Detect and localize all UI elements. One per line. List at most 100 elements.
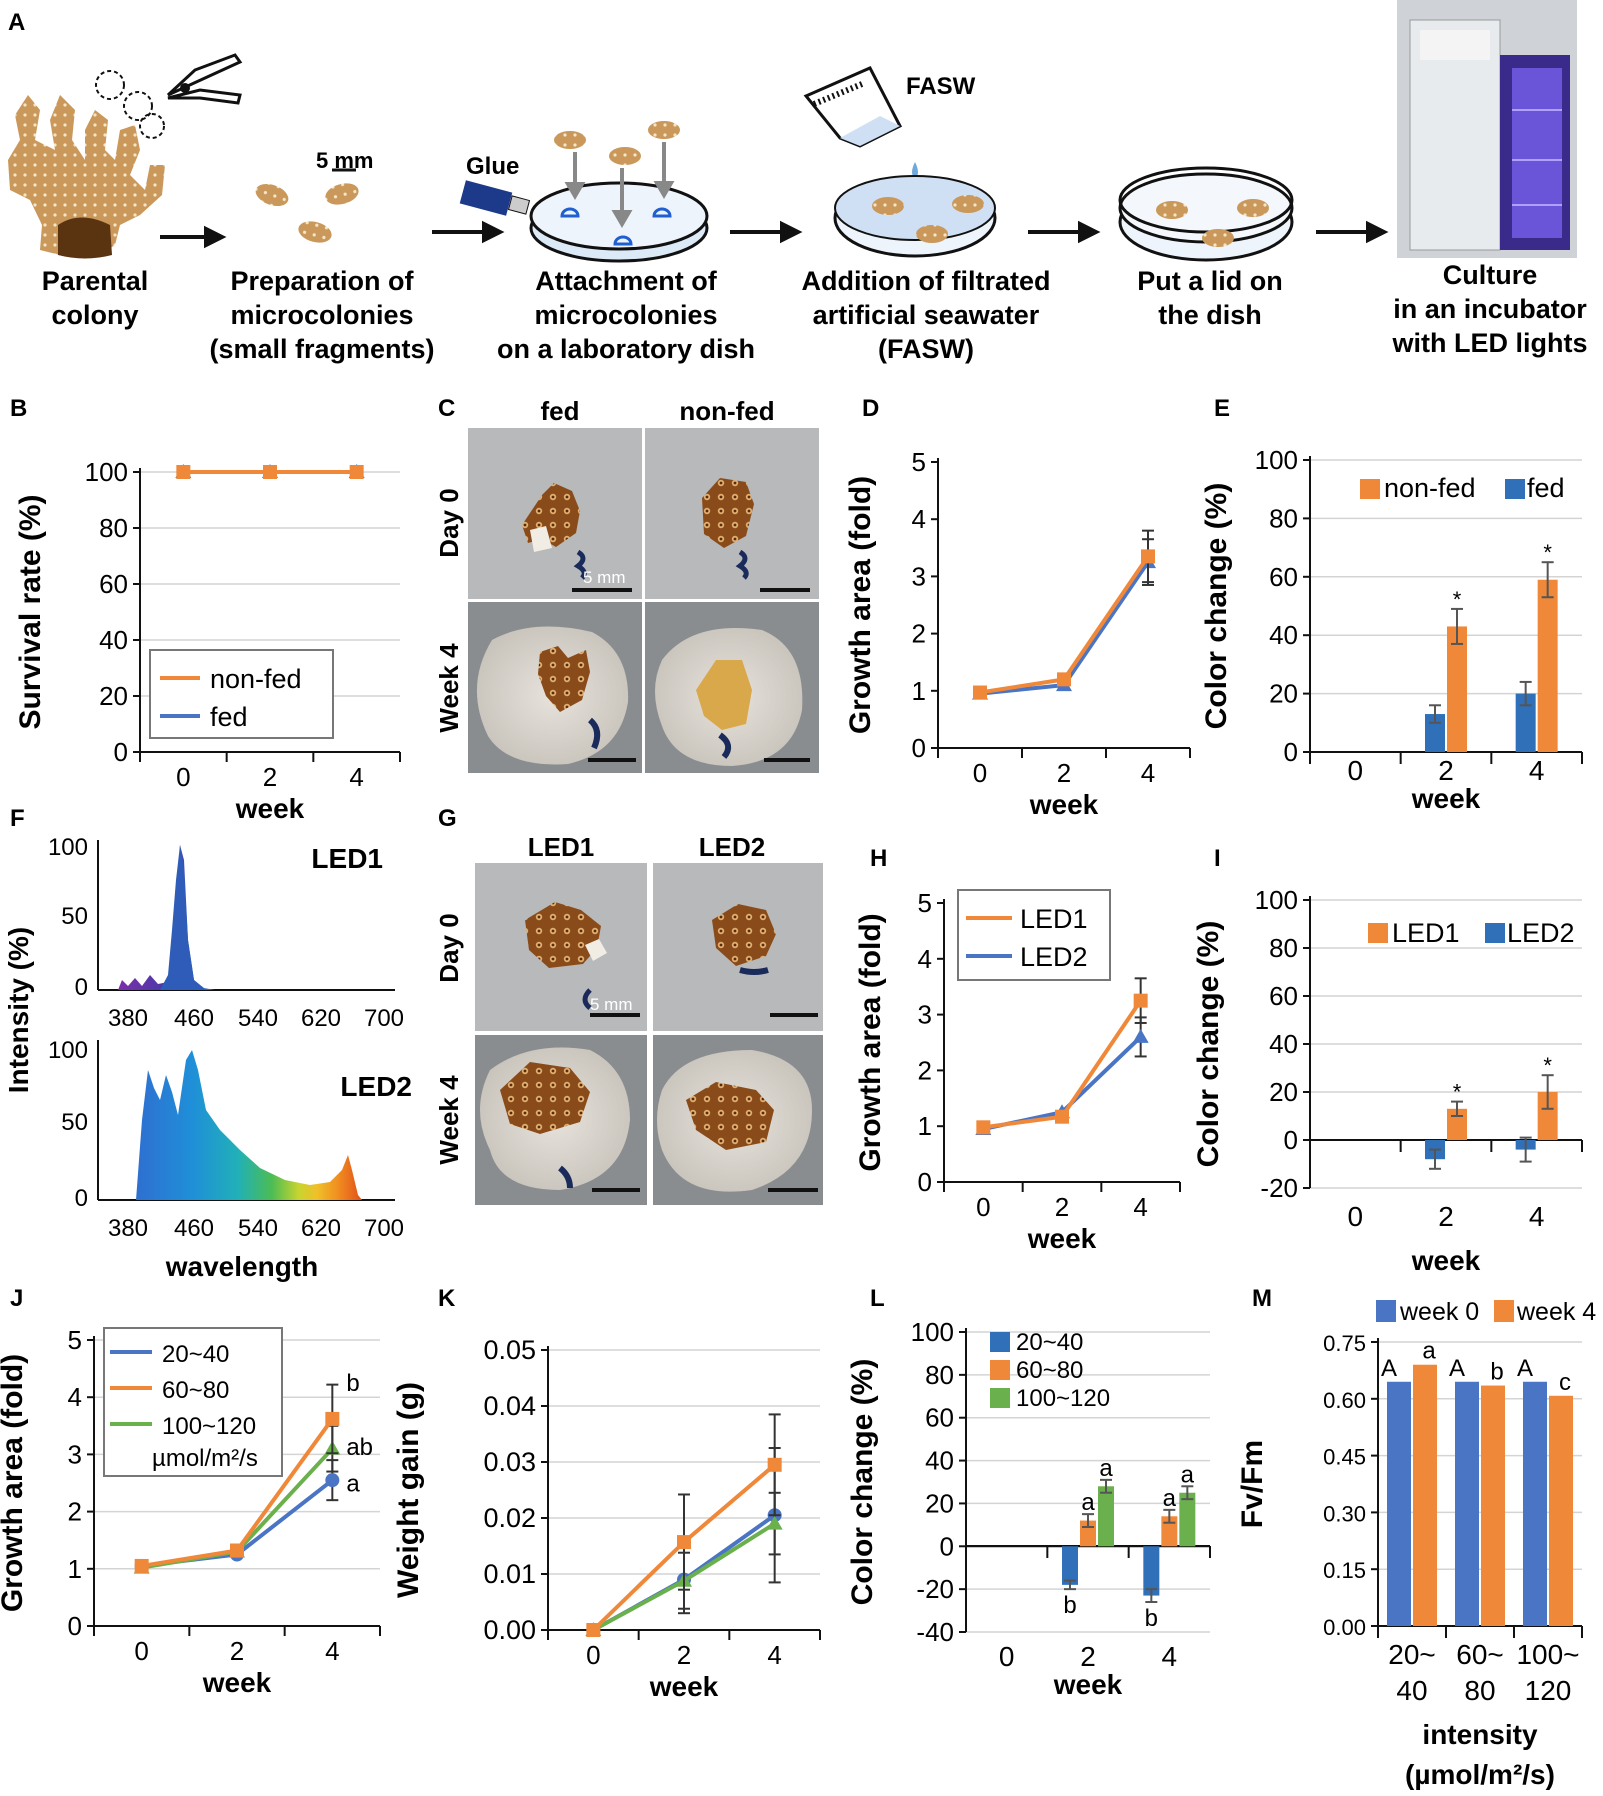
x-tick-label: 2 bbox=[1080, 1641, 1096, 1672]
x-tick-label: 100~ bbox=[1516, 1639, 1579, 1670]
x-tick: 700 bbox=[364, 1005, 404, 1032]
x-tick-label: 2 bbox=[263, 762, 277, 792]
data-point bbox=[1057, 672, 1071, 687]
legend-swatch bbox=[1368, 923, 1388, 943]
row-label: Day 0 bbox=[434, 488, 464, 557]
y-axis-title: Growth area (fold) bbox=[0, 1354, 29, 1612]
significance-letter: b bbox=[1490, 1359, 1503, 1386]
y-tick-label: 3 bbox=[918, 1000, 932, 1030]
y-tick-label: 1 bbox=[68, 1554, 82, 1584]
bar bbox=[1098, 1486, 1114, 1547]
legend-swatch bbox=[1376, 1300, 1396, 1322]
panel-letter: C bbox=[438, 395, 455, 422]
x-axis-title: week bbox=[1411, 1245, 1481, 1276]
step-label: Culture bbox=[1443, 260, 1538, 290]
panel-letter: D bbox=[862, 395, 879, 422]
microcolony-fragments bbox=[255, 168, 359, 243]
scale-label: 5 mm bbox=[583, 568, 626, 587]
step-label: artificial seawater bbox=[813, 300, 1040, 330]
x-axis-title: week bbox=[1029, 789, 1099, 820]
step-label: microcolonies bbox=[230, 300, 413, 330]
bar bbox=[1515, 693, 1536, 752]
step-label: (FASW) bbox=[878, 334, 974, 364]
panel-letter: M bbox=[1252, 1285, 1272, 1312]
x-tick-label: 40 bbox=[1396, 1675, 1427, 1706]
series-line bbox=[979, 555, 1150, 695]
panel-letter: A bbox=[8, 9, 25, 36]
photo-nonfed-week4 bbox=[645, 602, 819, 773]
panel-letter: E bbox=[1214, 395, 1230, 422]
y-tick-label: 20 bbox=[1269, 1077, 1298, 1107]
bar bbox=[1179, 1492, 1196, 1547]
significance-letter: ab bbox=[346, 1434, 373, 1461]
y-tick-label: 4 bbox=[918, 944, 932, 974]
y-tick-label: 60 bbox=[925, 1403, 954, 1433]
y-tick-label: 0 bbox=[912, 733, 926, 763]
x-tick-label: 20~ bbox=[1388, 1639, 1436, 1670]
panel-e: E 0 20 40 60 80 100 Color change (%) 0 2 4 week non-… bbox=[1200, 395, 1583, 814]
panel-letter: G bbox=[438, 805, 457, 832]
data-point bbox=[263, 465, 277, 479]
y-tick-label: 0.00 bbox=[483, 1615, 536, 1645]
panel-c: C fed non-fed Day 0 Week 4 5 mm bbox=[434, 395, 819, 773]
data-point bbox=[973, 685, 987, 700]
panel-letter: J bbox=[10, 1285, 23, 1312]
dish-icon bbox=[529, 121, 709, 263]
y-tick-label: 40 bbox=[1269, 1029, 1298, 1059]
x-tick-label: 4 bbox=[1162, 1641, 1178, 1672]
data-point bbox=[325, 1411, 340, 1426]
y-tick-label: 0.75 bbox=[1323, 1331, 1366, 1356]
significance-letter: a bbox=[346, 1471, 360, 1498]
photo-led2-day0 bbox=[653, 863, 823, 1031]
y-tick: 100 bbox=[48, 1037, 88, 1064]
x-tick-label: 0 bbox=[976, 1192, 990, 1222]
legend-swatch bbox=[990, 1332, 1010, 1352]
bar bbox=[1447, 626, 1467, 752]
significance-letter: a bbox=[1081, 1489, 1095, 1516]
beaker-icon bbox=[803, 66, 918, 178]
x-tick: 620 bbox=[301, 1005, 341, 1032]
y-tick-label: 100 bbox=[1255, 445, 1298, 475]
led2-spectrum: LED2 100 50 0 380 460 540 620 700 bbox=[48, 1037, 412, 1242]
panel-m: M 0.00 0.15 0.30 0.45 0.60 0.75 Fv/Fm 20~ 40 60~ 80… bbox=[1236, 1285, 1596, 1790]
legend-label: 20~40 bbox=[162, 1341, 229, 1368]
panel-letter: K bbox=[438, 1285, 456, 1312]
y-tick-label: 0 bbox=[940, 1531, 954, 1561]
panel-letter: H bbox=[870, 845, 887, 872]
bar bbox=[1537, 1092, 1558, 1140]
x-tick-label: 0 bbox=[176, 762, 190, 792]
y-tick: 50 bbox=[61, 903, 88, 930]
y-tick-label: -40 bbox=[916, 1617, 954, 1647]
panel-letter: B bbox=[10, 395, 27, 422]
legend-swatch bbox=[1505, 479, 1525, 499]
y-tick-label: 100 bbox=[1255, 885, 1298, 915]
data-point bbox=[586, 1623, 601, 1637]
y-tick-label: 0.60 bbox=[1323, 1388, 1366, 1413]
significance-star: * bbox=[1543, 1053, 1552, 1078]
y-tick-label: 60 bbox=[1269, 981, 1298, 1011]
x-tick-label: 2 bbox=[230, 1636, 244, 1666]
legend-note: µmol/m²/s bbox=[152, 1445, 258, 1472]
y-tick-label: 80 bbox=[99, 513, 128, 543]
pliers-icon bbox=[166, 53, 243, 105]
y-tick-label: 0.30 bbox=[1323, 1501, 1366, 1526]
x-tick-label: 0 bbox=[134, 1636, 148, 1666]
y-tick-label: 60 bbox=[99, 569, 128, 599]
legend-label: LED1 bbox=[1020, 904, 1088, 934]
x-tick: 460 bbox=[174, 1005, 214, 1032]
x-tick-label: 4 bbox=[1141, 758, 1155, 788]
dish-lid-icon bbox=[1118, 166, 1294, 262]
data-point bbox=[1141, 549, 1155, 564]
significance-star: * bbox=[1543, 540, 1552, 565]
legend-label: 100~120 bbox=[1016, 1385, 1110, 1412]
legend-label: week 4 bbox=[1516, 1298, 1596, 1326]
step-label: in an incubator bbox=[1393, 294, 1587, 324]
y-tick-label: 60 bbox=[1269, 562, 1298, 592]
legend-label: 60~80 bbox=[1016, 1357, 1083, 1384]
x-tick-label: 2 bbox=[1438, 1201, 1454, 1232]
bar bbox=[1143, 1546, 1160, 1596]
y-tick-label: 0.15 bbox=[1323, 1558, 1366, 1583]
x-tick-label: 4 bbox=[1529, 1201, 1545, 1232]
panel-letter: L bbox=[870, 1285, 885, 1312]
legend-swatch bbox=[1485, 923, 1505, 943]
